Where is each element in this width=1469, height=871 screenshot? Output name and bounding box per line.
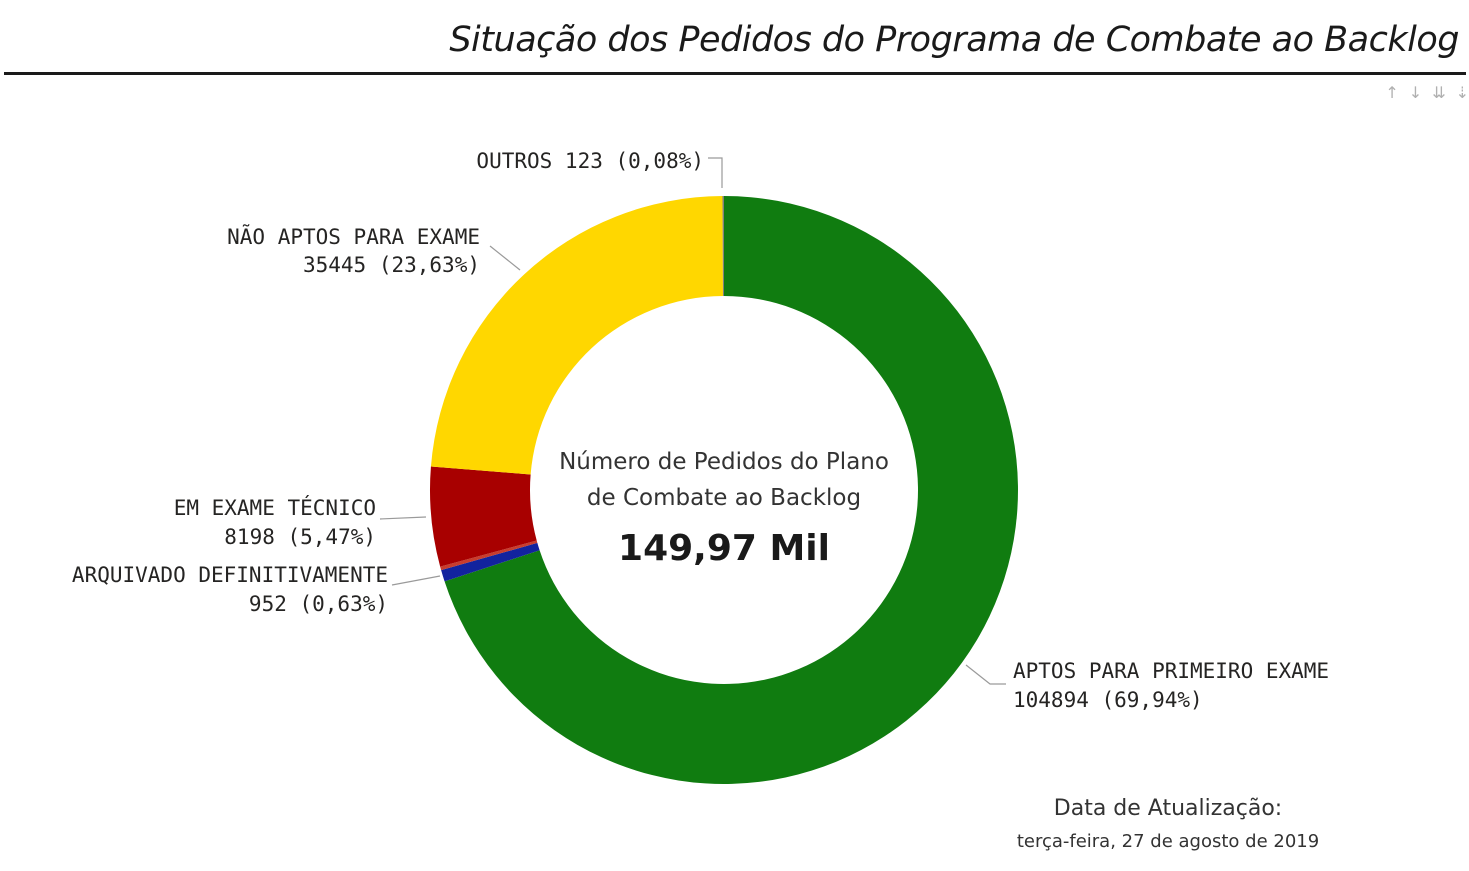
slice-name-aptos: APTOS PARA PRIMEIRO EXAME (1013, 659, 1329, 683)
leader-line-em-exame (380, 517, 426, 519)
slice-value-nao-aptos: 35445 (23,63%) (303, 253, 480, 277)
slice-value-em-exame: 8198 (5,47%) (224, 525, 376, 549)
slice-name-em-exame: EM EXAME TÉCNICO (174, 495, 376, 520)
center-caption-line1: Número de Pedidos do Plano (559, 449, 889, 475)
update-date: terça-feira, 27 de agosto de 2019 (1000, 831, 1336, 852)
slice-label-outros: OUTROS 123 (0,08%) (476, 149, 704, 173)
slice-name-nao-aptos: NÃO APTOS PARA EXAME (227, 223, 480, 249)
leader-line-arquivado (392, 576, 440, 585)
center-caption-line2: de Combate ao Backlog (587, 485, 861, 511)
update-label: Data de Atualização: (1000, 796, 1336, 821)
leader-line-aptos (966, 665, 1006, 684)
slice-value-aptos: 104894 (69,94%) (1013, 688, 1203, 712)
update-info: Data de Atualização: terça-feira, 27 de … (1000, 796, 1336, 852)
leader-line-nao-aptos (490, 246, 520, 270)
slice-name-arquivado: ARQUIVADO DEFINITIVAMENTE (72, 563, 388, 587)
slice-value-arquivado: 952 (0,63%) (249, 592, 388, 616)
leader-line-outros (708, 158, 722, 188)
center-total-value: 149,97 Mil (618, 528, 830, 569)
